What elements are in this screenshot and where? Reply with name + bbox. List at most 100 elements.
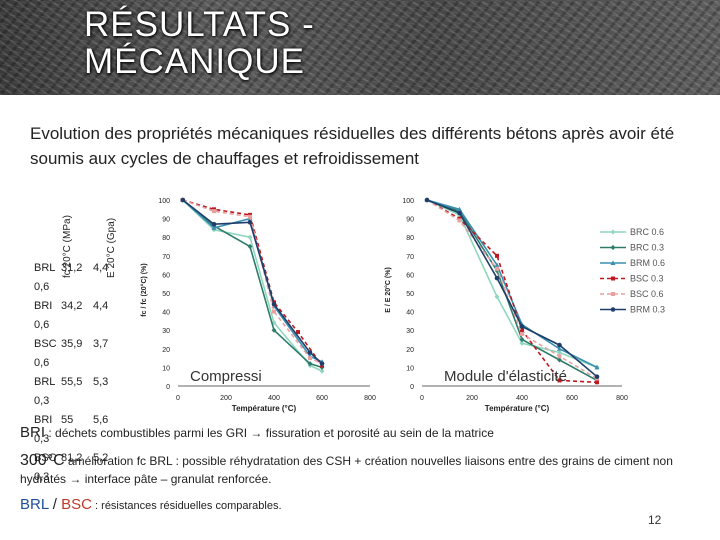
- chart2-y-tick-label: 40: [406, 310, 414, 317]
- side-table-row: BRI 34,2 4,4: [34, 300, 108, 319]
- note-sep: /: [48, 496, 62, 513]
- chart1-y-axis-label: fc / fc (20°C) (%): [140, 263, 148, 316]
- chart1-y-tick-label: 60: [162, 272, 170, 279]
- chart2-point: [457, 218, 462, 223]
- chart1-point: [271, 320, 277, 326]
- chart1-y-tick-label: 40: [162, 310, 170, 317]
- chart1-y-tick-label: 80: [162, 235, 170, 242]
- chart1-point: [296, 330, 300, 335]
- chart1-x-tick-label: 600: [316, 395, 328, 402]
- chart2-x-tick-label: 0: [420, 395, 424, 402]
- note-bri: BRI : déchets combustibles parmi les GRI…: [20, 424, 494, 441]
- chart1-y-tick-label: 20: [162, 347, 170, 354]
- side-table-cell-name: BRI: [34, 300, 53, 312]
- side-table-cell-name: 0,3: [34, 395, 50, 407]
- chart1-y-tick-label: 50: [162, 291, 170, 298]
- side-table-row: BRI 55 5,6: [34, 414, 108, 433]
- chart1-point: [271, 327, 277, 333]
- side-table-cell-fc: 35,9: [61, 338, 83, 350]
- chart2-series-line-bsc-0-3: [426, 199, 598, 384]
- chart1-point: [247, 243, 253, 250]
- chart2-y-tick-label: 10: [406, 365, 414, 372]
- side-table-cell-name: 0,3: [34, 471, 50, 483]
- chart2-y-tick-label: 80: [406, 235, 414, 242]
- chart1-point: [211, 221, 217, 227]
- side-table-row: 0,6: [34, 357, 108, 376]
- side-table-row: 0,3: [34, 433, 108, 452]
- chart1-series-line-bsc-0-3: [182, 199, 323, 366]
- side-table-cell-name: 0,6: [34, 281, 50, 293]
- chart2-point: [594, 374, 600, 380]
- chart2-point: [494, 262, 500, 268]
- chart2-point: [557, 354, 562, 359]
- title-line-2: MÉCANIQUE: [84, 42, 305, 81]
- chart2-y-tick-label: 50: [406, 291, 414, 298]
- chart2-y-axis-label: E / E 20°C (%): [384, 267, 392, 313]
- side-table-cell-name: 0,6: [34, 319, 50, 331]
- note-300-text: amélioration fc BRL : possible réhydrata…: [20, 454, 673, 486]
- side-table-cell-name: BSC: [34, 452, 57, 464]
- chart2-y-tick-label: 100: [402, 198, 414, 205]
- chart1-x-tick-label: 0: [176, 395, 180, 402]
- chart2-x-axis-label: Température (°C): [485, 404, 550, 413]
- side-table-cell-name: BRI: [34, 414, 53, 426]
- chart2-series-line-brc-0-3: [426, 199, 598, 382]
- chart2-point: [557, 349, 562, 356]
- side-table-cell-fc: 81,2: [61, 452, 83, 464]
- note-brl: BRL: [20, 496, 49, 513]
- chart2-point: [494, 294, 500, 300]
- side-table-row: BRL 31,2 4,4: [34, 262, 108, 281]
- chart2-point: [494, 275, 500, 281]
- side-table-cell-fc: 34,2: [61, 300, 83, 312]
- chart2-point: [424, 197, 430, 203]
- chart2-point: [495, 253, 499, 258]
- chart2-point: [557, 378, 562, 383]
- side-table-row: 0,3: [34, 395, 108, 414]
- subtitle: Evolution des propriétés mécaniques rési…: [30, 124, 675, 168]
- chart2-point: [457, 210, 462, 216]
- chart1-series-line-bsc-0-6: [182, 199, 323, 365]
- legend-label-0: BRC 0.6: [630, 227, 664, 237]
- chart1-series-line-brc-0-3: [182, 199, 323, 369]
- chart2-x-tick-label: 400: [516, 395, 528, 402]
- chart1-y-tick-label: 30: [162, 328, 170, 335]
- side-table-row: BSC 35,9 3,7: [34, 338, 108, 357]
- side-table-cell-e: 5,6: [93, 414, 109, 426]
- chart2-title: Module d'élasticité: [444, 368, 567, 385]
- side-table-cell-name: 0,3: [34, 433, 50, 445]
- chart2-point: [520, 328, 524, 333]
- chart1-y-tick-label: 0: [166, 384, 170, 391]
- chart1-y-tick-label: 100: [158, 198, 170, 205]
- side-table-cell-e: 3,7: [93, 338, 109, 350]
- side-table-cell-name: 0,6: [34, 357, 50, 369]
- note-bsc: BSC: [61, 496, 92, 513]
- legend-marker-4: [611, 292, 615, 296]
- note-300-lead: 300°C: [20, 452, 65, 469]
- chart2-y-tick-label: 90: [406, 217, 414, 224]
- legend-marker-1: [610, 244, 616, 251]
- chart2-point: [557, 342, 562, 348]
- legend-marker-0: [610, 229, 616, 235]
- chart2-point: [519, 340, 525, 346]
- chart2-point: [557, 357, 562, 363]
- note-300: 300°C amélioration fc BRL : possible réh…: [20, 452, 720, 488]
- chart2-y-tick-label: 0: [410, 384, 414, 391]
- side-table-cell-e: 4,4: [93, 300, 109, 312]
- side-table-row: BRL 55,5 5,3: [34, 376, 108, 395]
- chart1-series-line-brc-0-6: [182, 199, 323, 372]
- chart1-point: [319, 368, 325, 374]
- chart1-point: [211, 225, 217, 230]
- chart2-series-line-bsc-0-6: [426, 199, 598, 380]
- chart1-title: Compressi: [190, 368, 262, 385]
- page-number: 12: [648, 513, 662, 527]
- chart1-point: [307, 361, 313, 367]
- note-brl-bsc-text: : résistances résiduelles comparables.: [91, 500, 282, 512]
- gravel-banner: [0, 0, 720, 95]
- chart2-x-tick-label: 600: [566, 395, 578, 402]
- chart1-x-tick-label: 400: [268, 395, 280, 402]
- side-table-cell-name: BRL: [34, 262, 56, 274]
- side-table-cell-fc: 55,5: [61, 376, 83, 388]
- chart1-y-tick-label: 10: [162, 365, 170, 372]
- legend-label-1: BRC 0.3: [630, 243, 664, 253]
- chart1-point: [248, 214, 252, 219]
